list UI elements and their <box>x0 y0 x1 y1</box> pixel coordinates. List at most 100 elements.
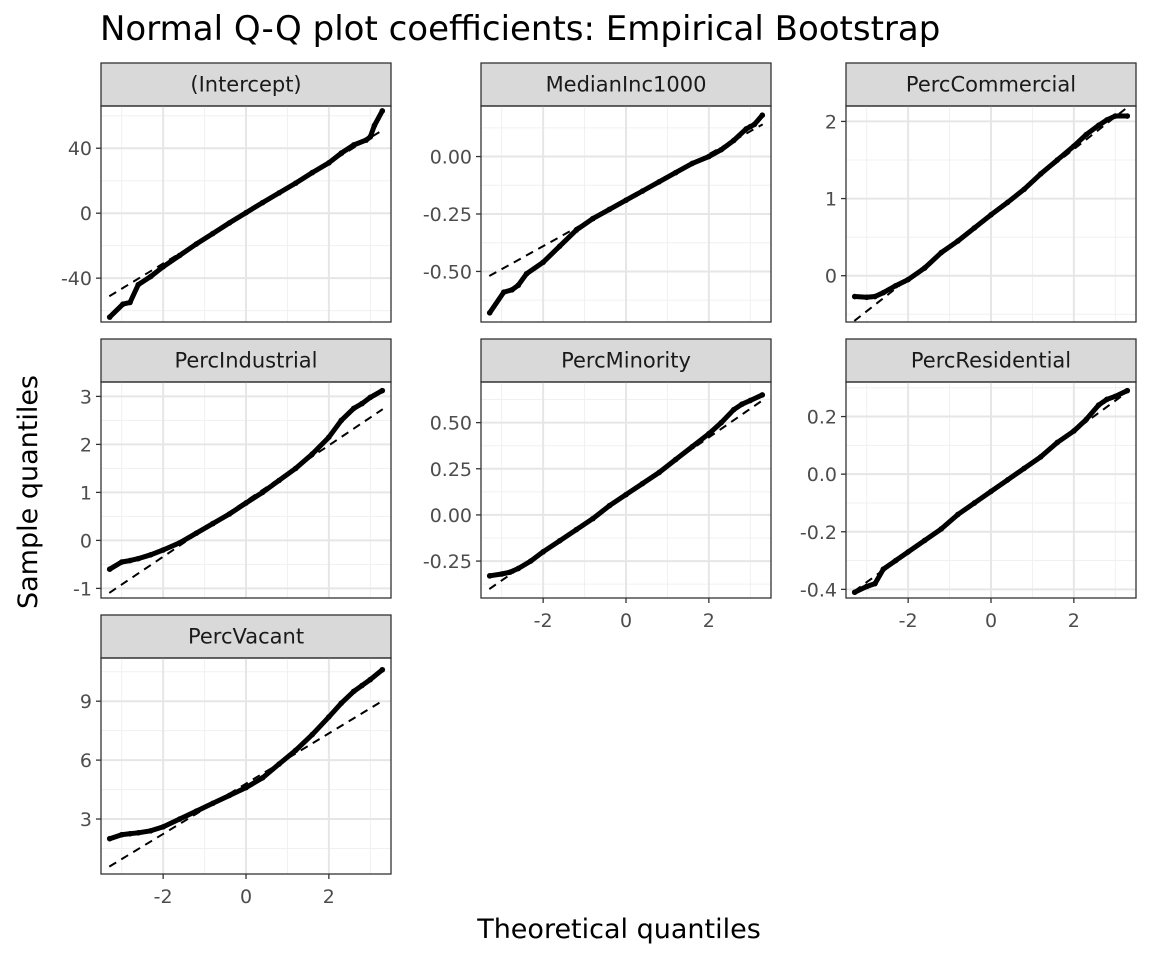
data-point <box>672 169 679 176</box>
data-point <box>127 299 133 306</box>
y-tick-label: -0.4 <box>800 579 837 601</box>
y-tick-label: 2 <box>825 111 837 133</box>
data-point <box>193 530 200 536</box>
data-point <box>1021 186 1027 193</box>
data-point <box>1021 465 1027 472</box>
y-tick-label: 40 <box>68 138 92 160</box>
data-point <box>276 761 282 767</box>
y-tick-label: -1 <box>73 578 92 600</box>
data-point <box>193 808 200 814</box>
data-point <box>363 137 369 143</box>
data-point <box>921 537 928 544</box>
data-point <box>135 829 142 836</box>
data-point <box>971 225 978 231</box>
data-point <box>106 566 113 572</box>
data-point <box>367 134 374 140</box>
data-point <box>863 583 870 590</box>
data-point <box>739 401 745 407</box>
y-tick-label: -0.25 <box>423 551 472 573</box>
data-point <box>556 243 563 249</box>
data-point <box>359 400 365 407</box>
y-tick-label: -0.2 <box>800 522 837 544</box>
y-tick-label: -0.50 <box>423 261 472 283</box>
data-point <box>226 792 233 799</box>
data-point <box>486 310 493 316</box>
data-point <box>1083 416 1090 423</box>
sample-quantile-curve <box>487 112 765 316</box>
data-point <box>309 169 316 176</box>
data-point <box>338 150 345 156</box>
data-point <box>135 555 142 562</box>
data-point <box>988 211 994 218</box>
data-point <box>176 816 183 822</box>
data-point <box>1083 131 1090 138</box>
data-point <box>938 526 945 532</box>
data-point <box>350 142 357 148</box>
data-point <box>118 559 125 565</box>
data-point <box>880 566 887 572</box>
data-point <box>759 392 766 398</box>
facet-strip-label: PercVacant <box>188 625 304 649</box>
data-point <box>905 276 911 283</box>
data-point <box>623 197 629 204</box>
data-point <box>106 835 113 842</box>
facet-strip-label: PercMinority <box>561 349 691 373</box>
data-point <box>706 430 712 437</box>
data-point <box>971 500 978 506</box>
data-point <box>1071 428 1077 434</box>
data-point <box>259 199 266 206</box>
y-tick-label: 0 <box>80 203 92 225</box>
data-point <box>706 153 712 160</box>
y-tick-label: 0.00 <box>430 147 472 169</box>
data-point <box>498 571 505 577</box>
data-point <box>921 265 928 271</box>
data-point <box>851 589 858 596</box>
data-point <box>556 537 563 544</box>
data-point <box>147 273 154 280</box>
data-point <box>515 565 522 572</box>
data-point <box>210 230 216 237</box>
data-point <box>573 227 580 233</box>
y-tick-label: 0.2 <box>807 407 837 429</box>
data-point <box>350 688 357 695</box>
data-point <box>938 249 945 256</box>
data-point <box>309 731 316 738</box>
data-point <box>326 160 332 166</box>
data-point <box>672 456 679 463</box>
facet-panel: PercCommercial 0 1 2 <box>825 62 1137 323</box>
data-point <box>759 112 766 118</box>
facet-strip <box>100 62 392 107</box>
data-point <box>639 188 646 194</box>
data-point <box>1124 387 1131 394</box>
data-point <box>338 700 345 706</box>
data-point <box>523 270 530 277</box>
data-point <box>751 121 758 128</box>
data-point <box>509 287 515 293</box>
data-point <box>276 190 282 196</box>
facet-strip-label: PercIndustrial <box>174 349 317 373</box>
facet-panel: MedianInc1000 -0.50 -0.25 0.00 <box>423 62 772 323</box>
data-point <box>1104 117 1110 123</box>
y-tick-label: 0 <box>825 266 837 288</box>
panel-border <box>100 105 392 323</box>
data-point <box>689 160 696 167</box>
data-point <box>147 828 154 834</box>
data-point <box>259 489 266 496</box>
y-tick-label: 3 <box>80 809 92 831</box>
y-tick-label: 9 <box>80 691 92 713</box>
data-point <box>160 824 166 830</box>
panel-border <box>100 381 392 599</box>
data-point <box>147 552 154 558</box>
data-point <box>863 294 870 301</box>
y-tick-label: 2 <box>80 434 92 456</box>
data-point <box>326 714 332 720</box>
data-point <box>540 549 546 555</box>
data-point <box>226 220 233 226</box>
data-point <box>292 465 299 472</box>
data-point <box>1112 113 1119 119</box>
reference-line <box>108 699 384 868</box>
data-point <box>892 557 899 564</box>
x-tick-label: -2 <box>899 610 918 632</box>
data-point <box>905 549 911 555</box>
data-point <box>243 209 249 216</box>
